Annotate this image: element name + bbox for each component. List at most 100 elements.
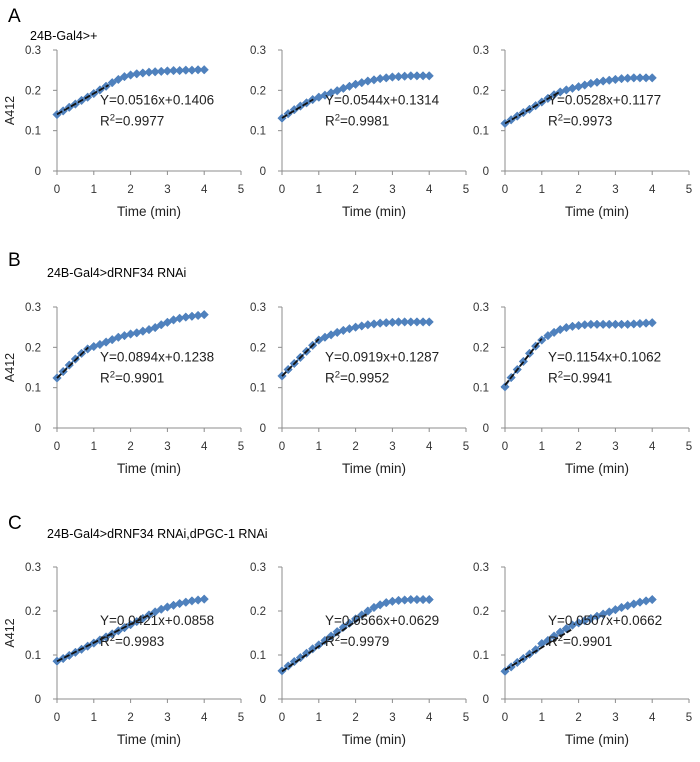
data-point: [363, 606, 373, 616]
x-tick-label: 3: [164, 184, 170, 196]
regression-equation: Y=0.0516x+0.1406: [100, 92, 214, 107]
data-point: [537, 335, 547, 345]
y-tick-label: 0.2: [25, 85, 41, 97]
data-point: [199, 594, 209, 604]
regression-equation: Y=0.0421x+0.0858: [100, 613, 214, 628]
x-tick-label: 3: [164, 712, 170, 724]
y-tick-label: 0.2: [473, 85, 489, 97]
x-tick-label: 5: [463, 184, 469, 196]
y-tick-label: 0.2: [250, 606, 266, 618]
x-tick-label: 0: [502, 712, 508, 724]
data-point: [344, 618, 355, 628]
y-tick-label: 0.1: [25, 650, 41, 662]
data-point: [400, 317, 410, 327]
chart-2-1: 0 0.1 0.2 0.3 0 1 2 3 4 5 Time (min) Y=0.0566x+0.06…: [250, 562, 469, 747]
x-tick-label: 4: [426, 184, 433, 196]
y-tick-label: 0.1: [473, 650, 489, 662]
data-point: [424, 71, 434, 81]
data-point: [543, 330, 553, 341]
x-axis-label: Time (min): [342, 204, 406, 219]
y-tick-label: 0.2: [25, 342, 41, 354]
x-axis-label: Time (min): [565, 204, 629, 219]
data-point: [418, 594, 428, 605]
regression-equation: Y=0.0544x+0.1314: [325, 92, 440, 107]
x-tick-label: 4: [201, 184, 208, 196]
y-tick-label: 0.2: [473, 342, 489, 354]
data-point: [412, 71, 422, 81]
fit-trendline: [281, 613, 368, 673]
data-point: [635, 73, 645, 83]
y-tick-label: 0.3: [25, 562, 41, 574]
x-tick-label: 2: [575, 184, 581, 196]
data-point: [393, 317, 404, 327]
fit-trendline: [56, 346, 89, 379]
y-tick-label: 0: [260, 694, 266, 706]
data-series-line: [56, 313, 205, 379]
x-tick-label: 0: [279, 184, 285, 196]
x-tick-label: 1: [539, 712, 545, 724]
y-tick-label: 0.1: [473, 383, 489, 395]
x-axis-label: Time (min): [565, 732, 629, 747]
fit-trendline: [56, 612, 154, 663]
r-squared-label: R2=0.9901: [100, 369, 164, 385]
fit-trendline: [281, 338, 320, 377]
y-tick-label: 0: [260, 166, 266, 178]
y-tick-label: 0.3: [25, 302, 41, 314]
data-point: [610, 319, 621, 329]
x-tick-label: 0: [279, 441, 285, 453]
x-tick-label: 1: [316, 712, 322, 724]
r-squared-label: R2=0.9941: [548, 369, 612, 385]
chart-2-0: 0 0.1 0.2 0.3 0 1 2 3 4 5 Time (min) A412 Y=0.0421x+…: [3, 562, 244, 747]
data-point: [424, 317, 434, 327]
x-tick-label: 4: [201, 441, 208, 453]
x-tick-label: 3: [612, 441, 618, 453]
y-tick-label: 0.2: [25, 606, 41, 618]
r-squared-label: R2=0.9981: [325, 112, 389, 128]
regression-equation: Y=0.0894x+0.1238: [100, 349, 214, 364]
y-tick-label: 0: [35, 694, 41, 706]
y-tick-label: 0: [35, 166, 41, 178]
data-point: [107, 78, 117, 88]
regression-equation: Y=0.0566x+0.0629: [325, 613, 439, 628]
data-point: [549, 327, 559, 338]
x-tick-label: 2: [352, 441, 358, 453]
x-tick-label: 1: [91, 712, 97, 724]
r-squared-label: R2=0.9973: [548, 112, 612, 128]
x-tick-label: 1: [91, 184, 97, 196]
y-tick-label: 0: [483, 166, 489, 178]
data-point: [604, 319, 614, 329]
data-point: [357, 610, 367, 620]
x-tick-label: 1: [539, 184, 545, 196]
regression-equation: Y=0.0528x+0.1177: [548, 92, 661, 107]
y-tick-label: 0.1: [25, 126, 41, 138]
y-tick-label: 0.3: [250, 45, 266, 57]
chart-0-2: 0 0.1 0.2 0.3 0 1 2 3 4 5 Time (min) Y=0.0528x+0.11…: [473, 45, 692, 219]
x-tick-label: 3: [612, 184, 618, 196]
x-tick-label: 1: [91, 441, 97, 453]
x-tick-label: 0: [502, 441, 508, 453]
data-point: [647, 73, 657, 83]
y-tick-label: 0: [483, 423, 489, 435]
fit-trendline: [504, 90, 561, 125]
data-point: [418, 317, 428, 327]
x-tick-label: 5: [686, 184, 692, 196]
data-point: [332, 627, 342, 637]
y-tick-label: 0: [35, 423, 41, 435]
y-tick-label: 0.2: [473, 606, 489, 618]
fit-trendline: [504, 338, 543, 386]
x-tick-label: 0: [54, 441, 60, 453]
x-tick-label: 0: [502, 184, 508, 196]
data-point: [412, 594, 422, 605]
chart-1-2: 0 0.1 0.2 0.3 0 1 2 3 4 5 Time (min) Y=0.1154x+0.10…: [473, 302, 692, 476]
chart-0-0: 0 0.1 0.2 0.3 0 1 2 3 4 5 Time (min) A412 Y=0.0516x+…: [3, 45, 244, 219]
y-tick-label: 0.3: [25, 45, 41, 57]
regression-equation: Y=0.0507x+0.0662: [548, 613, 662, 628]
y-tick-label: 0.1: [250, 383, 266, 395]
y-tick-label: 0.3: [250, 302, 266, 314]
y-tick-label: 0.2: [250, 85, 266, 97]
y-tick-label: 0.3: [473, 562, 489, 574]
x-tick-label: 4: [426, 712, 433, 724]
y-tick-label: 0.3: [473, 302, 489, 314]
y-tick-label: 0.1: [473, 126, 489, 138]
chart-1-0: 0 0.1 0.2 0.3 0 1 2 3 4 5 Time (min) A412 Y=0.0894x+…: [3, 302, 244, 476]
